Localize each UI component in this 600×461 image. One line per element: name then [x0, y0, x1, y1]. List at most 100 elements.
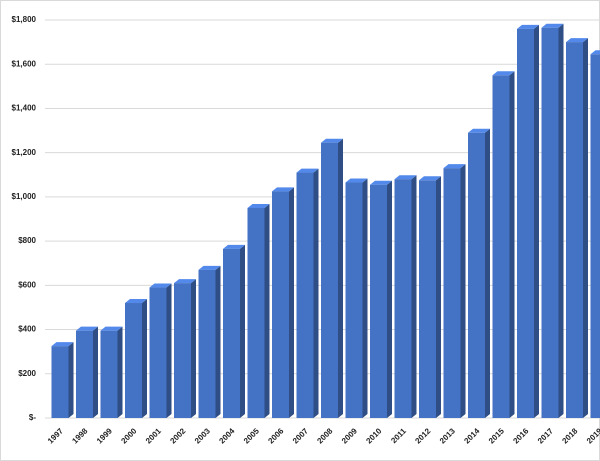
x-tick-label: 2012	[413, 426, 432, 445]
bar-top	[296, 168, 319, 173]
bar	[296, 172, 314, 418]
bar-side	[117, 326, 123, 418]
bar-top	[51, 342, 74, 347]
bar-top	[492, 71, 515, 76]
x-tick-label: 2013	[438, 426, 457, 445]
bar	[100, 330, 118, 418]
bar	[198, 269, 216, 418]
bar	[492, 75, 510, 419]
x-tick-label: 2017	[536, 426, 555, 445]
bar-top	[198, 265, 221, 270]
bar	[247, 207, 265, 418]
bar-side	[387, 180, 392, 418]
bar-top	[419, 176, 441, 181]
bar-side	[289, 187, 294, 418]
y-tick-label: $1,800	[12, 15, 37, 24]
x-tick-label: 1997	[46, 426, 65, 445]
x-tick-label: 2007	[291, 426, 310, 445]
x-tick-label: 2004	[217, 426, 236, 445]
bar-top	[541, 23, 564, 28]
y-tick-label: $200	[18, 369, 36, 378]
bar	[321, 142, 338, 418]
y-tick-label: $800	[18, 236, 36, 245]
x-tick-label: 2016	[511, 426, 530, 445]
y-tick-label: $600	[18, 280, 36, 289]
bar-side	[411, 175, 417, 418]
bar	[468, 132, 485, 418]
bar-top	[566, 38, 588, 43]
bar-side	[362, 178, 368, 418]
bar-side	[583, 38, 588, 418]
x-tick-label: 2006	[266, 426, 285, 445]
bar-side	[509, 71, 515, 419]
bar	[345, 182, 363, 418]
x-tick-label: 2005	[242, 426, 261, 445]
y-tick-label: $-	[29, 413, 36, 422]
x-tick-label: 1998	[70, 426, 89, 445]
y-tick-label: $400	[18, 325, 36, 334]
y-tick-label: $1,000	[12, 192, 37, 201]
bar-side	[313, 168, 319, 418]
bar-side	[338, 138, 343, 418]
bar	[51, 346, 69, 418]
bar-side	[460, 164, 466, 418]
bar-top	[517, 24, 539, 29]
x-tick-label: 2010	[364, 426, 383, 445]
x-tick-label: 2002	[168, 426, 187, 445]
bar-top	[345, 178, 368, 183]
bar	[370, 184, 387, 418]
bar	[419, 180, 436, 418]
y-tick-label: $1,600	[12, 59, 37, 68]
bar-side	[240, 244, 245, 418]
bar-top	[272, 187, 294, 192]
bar	[394, 179, 412, 418]
x-tick-label: 2015	[487, 426, 506, 445]
bar-top	[100, 326, 123, 331]
bar	[566, 42, 583, 418]
bar-side	[191, 279, 196, 418]
bar-top	[223, 244, 245, 249]
x-tick-label: 2018	[560, 426, 579, 445]
x-tick-label: 2019	[585, 426, 600, 445]
bar-side	[485, 128, 490, 418]
bar	[125, 303, 142, 418]
bar-top	[76, 326, 98, 331]
bar	[590, 54, 600, 419]
bar-top	[321, 138, 343, 143]
bar	[541, 27, 559, 418]
bar-top	[174, 279, 196, 284]
bar-top	[443, 164, 466, 169]
bar-side	[534, 24, 539, 418]
bar	[272, 191, 289, 418]
x-tick-label: 2009	[340, 426, 359, 445]
bar	[517, 28, 534, 418]
bar	[174, 283, 191, 418]
x-tick-label: 2008	[315, 426, 334, 445]
bar-top	[149, 283, 172, 288]
x-tick-label: 2000	[119, 426, 138, 445]
bar-side	[264, 203, 270, 418]
x-tick-label: 2014	[462, 426, 481, 445]
x-tick-label: 2011	[389, 426, 408, 445]
x-tick-label: 2003	[193, 426, 212, 445]
bar-top	[370, 180, 392, 185]
bar-top	[590, 50, 600, 55]
x-tick-label: 2001	[144, 426, 163, 445]
bar-side	[142, 299, 147, 418]
bar-side	[436, 176, 441, 418]
bar-side	[166, 283, 172, 418]
bar-side	[215, 265, 221, 418]
bar	[443, 168, 461, 418]
bar-side	[558, 23, 564, 418]
bar	[149, 287, 167, 418]
x-tick-label: 1999	[95, 426, 114, 445]
y-tick-label: $1,200	[12, 148, 37, 157]
bar-top	[468, 128, 490, 133]
bar-top	[394, 175, 417, 180]
bar-top	[247, 203, 270, 208]
bar-side	[68, 342, 74, 418]
bar	[223, 248, 240, 418]
bar-side	[93, 326, 98, 418]
bar-top	[125, 299, 147, 304]
